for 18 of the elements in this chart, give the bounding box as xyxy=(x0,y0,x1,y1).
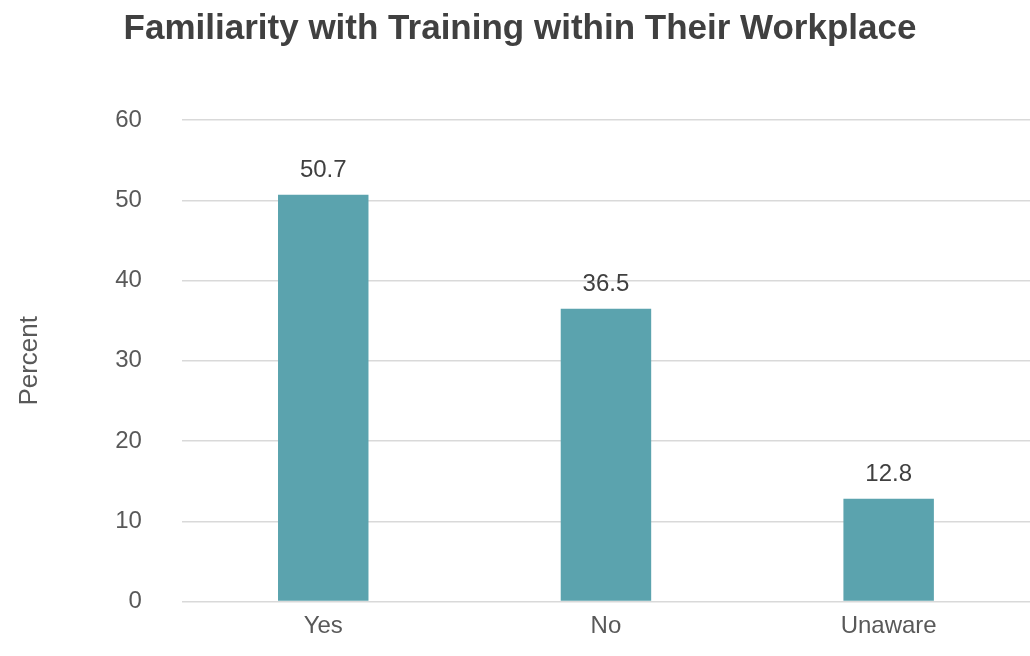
chart-title: Familiarity with Training within Their Workplace xyxy=(123,6,917,46)
x-tick-label: Unaware xyxy=(840,610,937,638)
bar xyxy=(278,194,369,601)
y-axis-title: Percent xyxy=(12,315,43,406)
y-tick-label: 60 xyxy=(115,104,142,132)
x-tick-label: Yes xyxy=(303,610,343,638)
y-tick-label: 30 xyxy=(115,345,142,373)
y-tick-label: 10 xyxy=(115,505,142,533)
data-label: 36.5 xyxy=(582,269,630,297)
x-tick-label: No xyxy=(590,610,622,638)
y-tick-label: 20 xyxy=(115,425,142,453)
bar xyxy=(560,308,652,601)
data-label: 50.7 xyxy=(299,155,347,183)
y-tick-label: 0 xyxy=(128,586,142,614)
y-tick-label: 50 xyxy=(115,184,142,212)
bar xyxy=(843,498,934,601)
y-tick-label: 40 xyxy=(115,265,142,293)
data-label: 12.8 xyxy=(865,459,913,487)
